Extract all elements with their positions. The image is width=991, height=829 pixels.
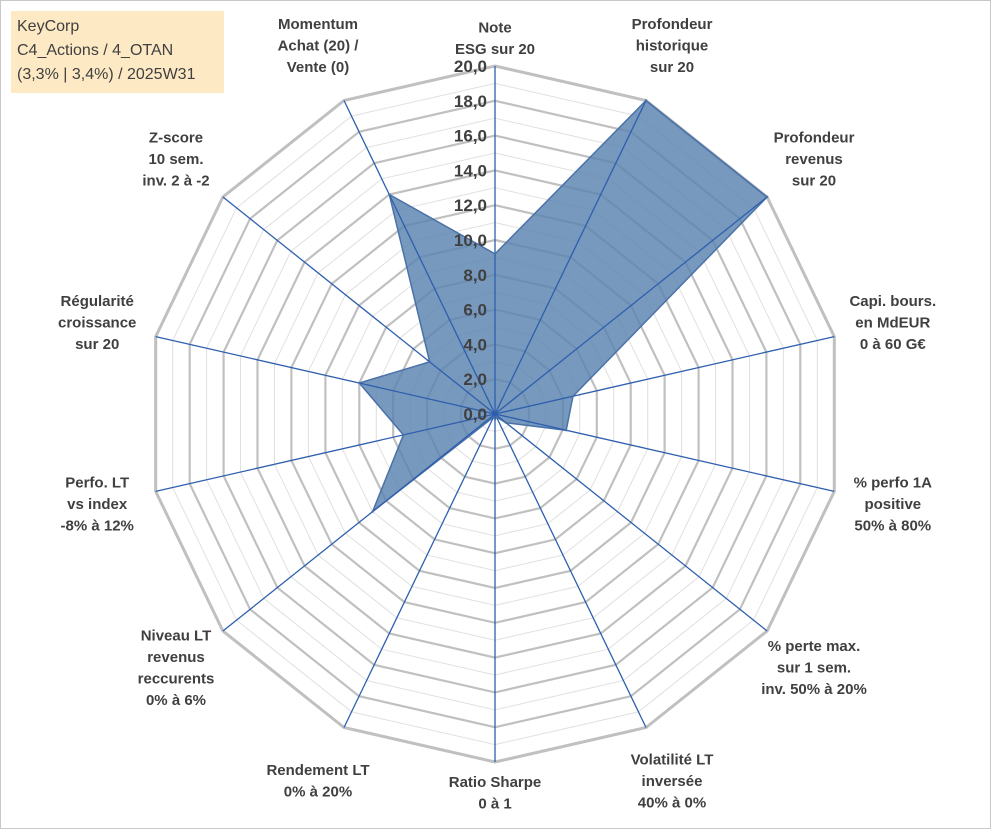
tick-label: 0,0 (463, 405, 487, 424)
axis-label-line: Rendement LT (266, 762, 369, 779)
axis-label-line: Note (478, 20, 511, 37)
axis-label-line: 0 à 60 G€ (860, 336, 927, 353)
series-point (495, 415, 498, 419)
series-point (388, 193, 391, 196)
axis-label-line: 50% à 80% (854, 518, 931, 535)
axis-label-line: sur 20 (75, 336, 119, 353)
axis-label-line: reccurents (138, 670, 215, 687)
axis-label-line: 0 à 1 (478, 796, 511, 813)
series-point (493, 418, 497, 421)
axis-label: Régularité croissance sur 20 (58, 293, 136, 353)
axis-label-line: Volatilité LT (631, 751, 714, 768)
series-point (492, 415, 495, 419)
axis-label: Momentum Achat (20) / Vente (0) (278, 16, 360, 76)
axis-label-line: vs index (67, 496, 128, 513)
tick-label: 2,0 (463, 370, 487, 389)
series-point (371, 510, 374, 513)
axis-label-line: Perfo. LT (65, 475, 129, 492)
axis-label: Z-score 10 sem. inv. 2 à -2 (142, 129, 209, 189)
axis-label-line: sur 1 sem. (777, 660, 851, 677)
axis-spoke (343, 100, 496, 415)
title-period: (3,3% | 3,4%) / 2025W31 (17, 66, 196, 83)
axis-label-line: 40% à 0% (638, 794, 706, 811)
axis-label-line: Ratio Sharpe (449, 774, 542, 791)
axis-label-line: ESG sur 20 (455, 41, 535, 58)
axis-spoke (494, 100, 647, 415)
axis-label-line: Niveau LT (141, 627, 212, 644)
title-company: KeyCorp (17, 18, 80, 35)
axis-label-line: % perte max. (768, 638, 861, 655)
axis-label: % perte max. sur 1 sem. inv. 50% à 20% (761, 638, 867, 698)
axis-label-line: sur 20 (650, 59, 694, 76)
series-point (428, 360, 431, 364)
tick-label: 8,0 (463, 266, 487, 285)
tick-label: 6,0 (463, 301, 487, 320)
axis-spoke (494, 413, 835, 493)
axis-label-line: 10 sem. (148, 151, 203, 168)
axis-label-line: revenus (147, 649, 205, 666)
axis-label-line: 0% à 20% (284, 784, 352, 801)
axis-label-line: 0% à 6% (146, 692, 206, 709)
axis-label-line: sur 20 (792, 172, 836, 189)
series-point (402, 433, 405, 437)
axis-spoke (222, 196, 496, 415)
axis-spoke (494, 196, 768, 415)
axis-label-line: Vente (0) (287, 59, 350, 76)
axis-label-line: croissance (58, 315, 136, 332)
axis-label: Perfo. LT vs index -8% à 12% (61, 475, 134, 535)
series-point (504, 421, 508, 424)
axis-label-line: Z-score (149, 129, 203, 146)
tick-label: 20,0 (454, 57, 487, 76)
series-point (765, 195, 769, 199)
axis-spoke (494, 413, 647, 728)
axis-label-line: Profondeur (632, 16, 713, 33)
tick-label: 16,0 (454, 127, 487, 146)
tick-label: 12,0 (454, 196, 487, 215)
axis-label-line: historique (636, 38, 709, 55)
axis-label-line: Capi. bours. (849, 293, 936, 310)
axis-spoke (494, 335, 835, 415)
axis-label-line: inv. 2 à -2 (142, 172, 209, 189)
axis-label-line: Régularité (61, 293, 134, 310)
axis-label: Profondeur revenus sur 20 (774, 129, 855, 189)
axis-label-line: Profondeur (774, 129, 855, 146)
axis-label-line: positive (864, 496, 921, 513)
tick-label: 18,0 (454, 92, 487, 111)
axis-label-line: -8% à 12% (61, 518, 134, 535)
axis-label: % perfo 1A positive 50% à 80% (854, 475, 933, 535)
axis-label-line: Momentum (278, 16, 358, 33)
axis-spoke (155, 335, 496, 415)
series-point (358, 381, 361, 385)
series-point (493, 252, 497, 256)
axis-label: Ratio Sharpe 0 à 1 (449, 774, 542, 813)
axis-label-line: Achat (20) / (278, 38, 360, 55)
series-point (644, 99, 648, 102)
title-portfolio: C4_Actions / 4_OTAN (17, 42, 174, 59)
axis-label: Note ESG sur 20 (455, 20, 535, 59)
axis-label-line: inversée (642, 773, 703, 790)
axis-label-line: inv. 50% à 20% (761, 681, 867, 698)
axis-spoke (494, 413, 768, 632)
axis-spoke (343, 413, 496, 728)
tick-label: 14,0 (454, 161, 487, 180)
axis-spoke (222, 413, 496, 632)
axis-label: Profondeur historique sur 20 (632, 16, 713, 76)
chart-title-box: KeyCorp C4_Actions / 4_OTAN (3,3% | 3,4%… (11, 11, 224, 93)
axis-label: Capi. bours. en MdEUR 0 à 60 G€ (849, 293, 936, 353)
axis-label-line: % perfo 1A (854, 475, 933, 492)
axis-label: Niveau LT revenus reccurents 0% à 6% (138, 627, 215, 709)
axis-spoke (155, 413, 496, 493)
axis-label: Volatilité LT inversée 40% à 0% (631, 751, 714, 811)
axis-label: Rendement LT 0% à 20% (266, 762, 369, 801)
series-point (565, 429, 568, 432)
series-point (571, 395, 575, 398)
axis-label-line: en MdEUR (855, 315, 930, 332)
axis-label-line: revenus (785, 151, 843, 168)
tick-label: 4,0 (463, 335, 487, 354)
tick-label: 10,0 (454, 231, 487, 250)
